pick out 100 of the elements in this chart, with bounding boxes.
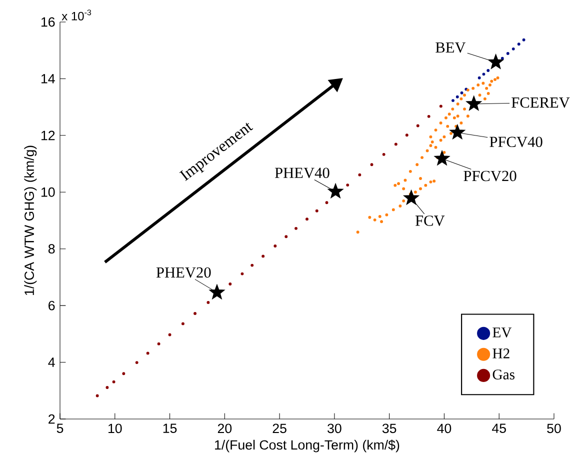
point — [181, 322, 184, 326]
x-tick-label: 50 — [547, 424, 561, 434]
point — [368, 216, 372, 219]
y-tick-label: 12 — [41, 130, 55, 140]
point — [394, 142, 398, 146]
y-tick-label: 10 — [41, 187, 55, 197]
y-tick-label: 4 — [48, 358, 55, 367]
point — [456, 95, 459, 98]
point — [402, 199, 406, 202]
point — [306, 218, 308, 221]
point — [444, 116, 448, 120]
point — [262, 254, 265, 258]
point — [496, 76, 500, 80]
point — [512, 47, 515, 50]
point — [408, 170, 412, 173]
point — [168, 333, 172, 336]
point — [206, 300, 210, 304]
point — [402, 187, 406, 190]
point — [482, 72, 486, 76]
point — [450, 132, 452, 135]
point — [442, 135, 446, 138]
point — [483, 97, 486, 100]
point — [434, 150, 450, 166]
point — [325, 201, 328, 204]
point — [485, 86, 488, 90]
x-axis-title: 1/(Fuel Cost Long-Term) (km/$) — [215, 440, 400, 452]
point — [122, 372, 126, 376]
point — [488, 83, 492, 86]
legend-label: H2 — [492, 348, 510, 358]
point — [500, 56, 504, 60]
point — [146, 352, 150, 355]
point — [463, 94, 466, 97]
point — [284, 235, 288, 238]
point — [452, 99, 454, 102]
point — [405, 134, 408, 137]
y-tick-label: 8 — [48, 244, 55, 254]
point — [451, 108, 454, 111]
point — [452, 116, 456, 120]
point — [427, 114, 430, 118]
y-tick-label: 2 — [48, 414, 55, 424]
point — [472, 86, 475, 90]
point — [420, 156, 424, 160]
point — [476, 83, 480, 86]
annotation: PFCV20 — [464, 170, 516, 182]
point — [466, 114, 470, 118]
point — [446, 124, 450, 128]
point — [439, 121, 442, 124]
point — [426, 149, 429, 152]
point — [456, 114, 460, 118]
point — [429, 135, 432, 138]
legend-label: Gas — [492, 370, 514, 380]
annotation: FCEREV — [512, 97, 570, 108]
point — [373, 218, 376, 222]
point — [380, 220, 383, 224]
point — [240, 272, 244, 276]
point — [419, 177, 422, 180]
x-tick-label: 25 — [272, 424, 286, 434]
point — [294, 226, 298, 230]
point — [112, 380, 116, 384]
point — [315, 209, 318, 212]
point — [482, 82, 485, 85]
point — [494, 78, 497, 82]
point — [434, 128, 438, 132]
point — [397, 182, 400, 186]
point — [328, 183, 344, 198]
point — [460, 91, 464, 94]
x-tick-label: 15 — [163, 424, 177, 433]
point — [478, 94, 482, 97]
text: x 10$^{-3}$ — [62, 10, 92, 20]
point — [228, 282, 232, 286]
point — [486, 69, 490, 72]
point — [392, 208, 395, 212]
point — [490, 80, 494, 83]
point — [157, 342, 160, 346]
x-tick-label: 5 — [56, 424, 64, 433]
point — [414, 190, 417, 194]
point — [96, 394, 99, 398]
point — [346, 184, 350, 187]
point — [448, 112, 451, 116]
point — [416, 163, 419, 166]
point — [382, 152, 386, 156]
point — [439, 138, 442, 142]
point — [404, 178, 407, 182]
annotation: BEV — [436, 42, 466, 53]
x-tick-label: 20 — [218, 424, 232, 434]
point — [488, 54, 504, 70]
point — [378, 215, 382, 218]
point — [403, 190, 420, 205]
point — [522, 38, 526, 42]
x-tick-label: 30 — [328, 424, 342, 434]
x-tick-label: 10 — [108, 424, 122, 434]
point — [419, 187, 422, 190]
point — [463, 108, 466, 111]
x-tick-label: 40 — [437, 424, 452, 434]
point — [450, 124, 466, 140]
point — [486, 92, 490, 95]
legend-label: EV — [492, 328, 512, 338]
point — [106, 386, 109, 389]
point — [478, 76, 481, 80]
point — [517, 42, 520, 46]
